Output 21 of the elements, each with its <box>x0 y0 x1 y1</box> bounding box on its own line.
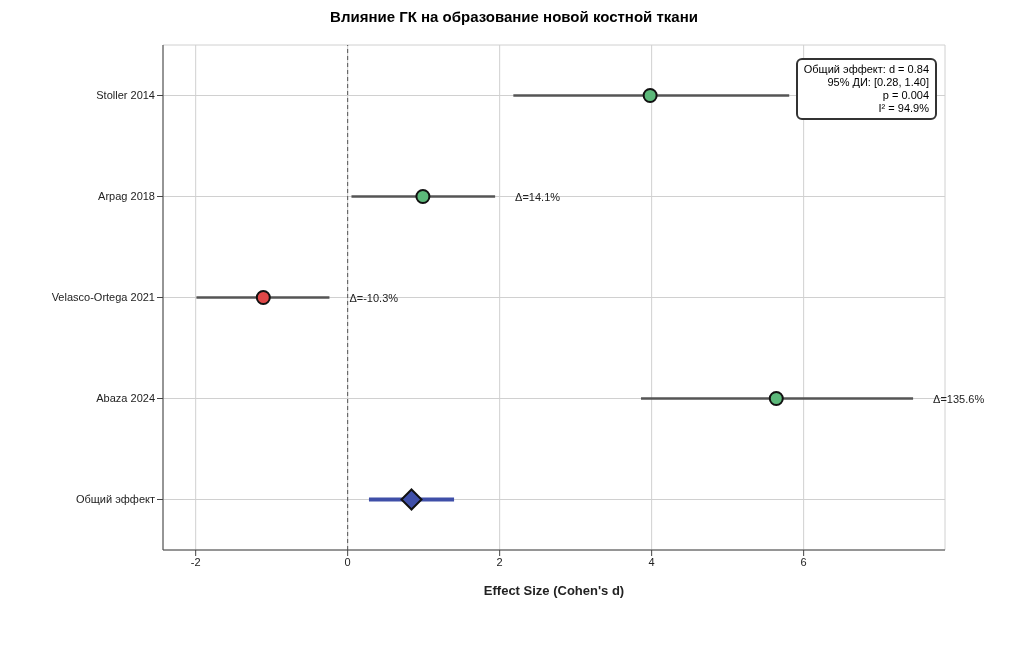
x-tick-label: 4 <box>648 555 655 568</box>
annotation: Общий эффект: d = 0.84 95% ДИ: [0.28, 1.40] p = 0.004 I² = 94.9% <box>803 63 929 115</box>
y-tick-label: Velasco-Ortega 2021 <box>51 291 155 304</box>
x-tick-label: 2 <box>496 555 503 568</box>
chart-title: Влияние ГК на образование новой костной ткани <box>329 8 699 25</box>
annotation: Δ=135.6% <box>933 392 985 405</box>
y-tick-label: Abaza 2024 <box>96 392 155 405</box>
point <box>400 488 423 511</box>
point <box>415 189 431 204</box>
point <box>642 88 658 103</box>
x-tick-label: -2 <box>190 555 201 568</box>
x-tick-label: 6 <box>800 555 807 568</box>
annotation: Δ=-10.3% <box>349 291 399 304</box>
x-tick-label: 0 <box>344 555 351 568</box>
y-tick-label: Общий эффект <box>75 493 155 506</box>
x-axis-title: Effect Size (Cohen's d) <box>483 583 625 598</box>
annotation: Δ=14.1% <box>515 190 561 203</box>
point <box>768 391 784 406</box>
y-tick-label: Stoller 2014 <box>96 89 155 102</box>
y-tick-label: Arpag 2018 <box>98 190 155 203</box>
point <box>255 290 271 305</box>
